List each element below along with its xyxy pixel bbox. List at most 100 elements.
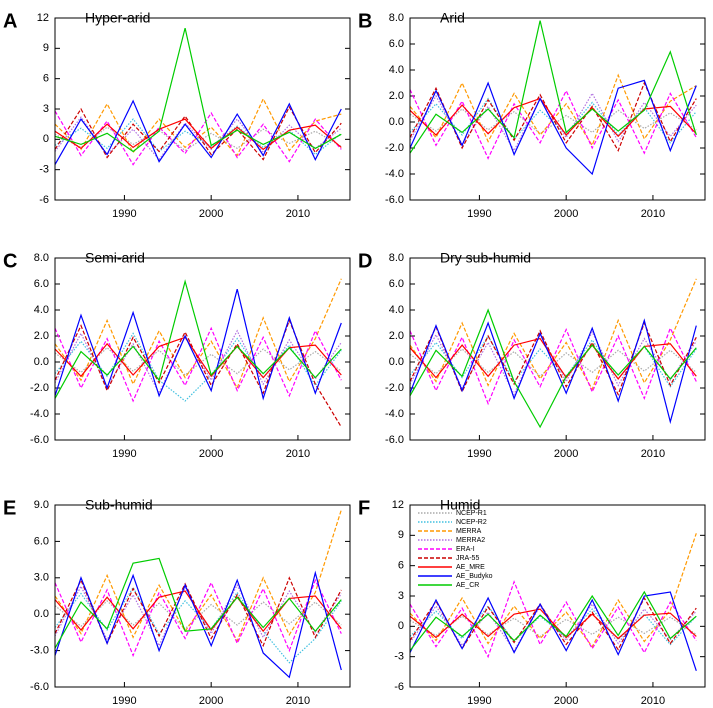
y-tick-label: -6 — [39, 194, 49, 206]
series-line — [409, 590, 697, 651]
x-tick-label: 2010 — [286, 695, 310, 707]
series-line — [54, 118, 342, 151]
series-line — [409, 337, 697, 380]
series-line — [54, 590, 342, 633]
y-tick-label: 8.0 — [389, 252, 404, 264]
series-line — [409, 318, 697, 425]
legend-label: AE_CR — [456, 582, 479, 589]
x-tick-label: 1990 — [112, 208, 136, 220]
legend-label: NCEP-R2 — [456, 519, 487, 526]
x-tick-label: 2000 — [554, 208, 578, 220]
y-tick-label: 9.0 — [34, 499, 49, 511]
y-tick-label: 0.0 — [389, 356, 404, 368]
x-tick-label: 1990 — [112, 448, 136, 460]
x-tick-label: 1990 — [112, 695, 136, 707]
y-tick-label: -6 — [394, 681, 404, 693]
y-tick-label: -4.0 — [30, 408, 49, 420]
y-tick-label: -6.0 — [30, 434, 49, 446]
panel: D Dry sub-humid-6.0-4.0-2.00.02.04.06.08.… — [358, 250, 706, 460]
panel: C Semi-arid-6.0-4.0-2.00.02.04.06.08.0199… — [3, 250, 351, 460]
series-line — [54, 97, 342, 157]
y-tick-label: 0 — [398, 620, 404, 632]
y-tick-label: 8.0 — [389, 12, 404, 24]
y-tick-label: 8.0 — [34, 252, 49, 264]
x-tick-label: 1990 — [467, 448, 491, 460]
series-line — [54, 278, 342, 390]
legend-label: ERA-I — [456, 546, 475, 553]
series-line — [54, 329, 342, 395]
series-line — [54, 509, 342, 643]
legend-label: NCEP-R1 — [456, 510, 487, 517]
series-line — [54, 118, 342, 156]
series-line — [54, 289, 342, 401]
series-line — [409, 533, 697, 648]
y-tick-label: 0.0 — [34, 356, 49, 368]
x-tick-label: 2010 — [286, 208, 310, 220]
y-tick-label: 4.0 — [389, 64, 404, 76]
series-line — [409, 608, 697, 640]
series-line — [54, 576, 342, 648]
y-tick-label: -4.0 — [385, 408, 404, 420]
x-tick-label: 2000 — [199, 695, 223, 707]
panel-letter: B — [358, 10, 372, 32]
y-tick-label: 6.0 — [389, 278, 404, 290]
series-line — [409, 79, 697, 176]
y-tick-label: 9 — [43, 42, 49, 54]
x-tick-label: 2010 — [641, 695, 665, 707]
series-line — [409, 278, 697, 391]
legend-label: AE_MRE — [456, 564, 485, 571]
x-tick-label: 2010 — [641, 208, 665, 220]
x-tick-label: 1990 — [467, 208, 491, 220]
series-line — [409, 591, 697, 671]
y-tick-label: -6.0 — [30, 681, 49, 693]
y-tick-label: 0.0 — [389, 116, 404, 128]
panel-letter: E — [3, 497, 16, 519]
y-tick-label: 0 — [43, 133, 49, 145]
y-tick-label: 6 — [43, 73, 49, 85]
y-tick-label: 3 — [398, 590, 404, 602]
legend-label: AE_Budyko — [456, 573, 493, 580]
plot-frame — [409, 504, 706, 688]
series-line — [54, 570, 342, 679]
x-tick-label: 2000 — [554, 695, 578, 707]
series-line — [409, 108, 697, 135]
panel-letter: F — [358, 497, 370, 519]
series-line — [54, 27, 342, 153]
y-tick-label: 2.0 — [389, 90, 404, 102]
y-tick-label: 3.0 — [34, 572, 49, 584]
x-tick-label: 2000 — [199, 448, 223, 460]
series-line — [54, 279, 342, 399]
series-line — [409, 308, 697, 429]
y-tick-label: -3 — [39, 164, 49, 176]
panel-letter: A — [3, 10, 17, 32]
series-line — [409, 580, 697, 659]
y-tick-label: 12 — [392, 499, 404, 511]
legend-label: MERRA2 — [456, 537, 485, 544]
series-line — [54, 99, 342, 165]
y-tick-label: 2.0 — [34, 330, 49, 342]
series-line — [409, 97, 697, 138]
legend-label: JRA-55 — [456, 555, 479, 562]
y-tick-label: 6.0 — [389, 38, 404, 50]
panel-letter: C — [3, 250, 17, 272]
y-tick-label: -2.0 — [385, 142, 404, 154]
y-tick-label: -4.0 — [385, 168, 404, 180]
series-line — [54, 336, 342, 379]
y-tick-label: 3 — [43, 103, 49, 115]
series-line — [409, 20, 697, 154]
y-tick-label: 4.0 — [34, 304, 49, 316]
panel-letter: D — [358, 250, 372, 272]
series-line — [54, 126, 342, 152]
series-line — [409, 73, 697, 147]
y-tick-label: -2.0 — [30, 382, 49, 394]
series-line — [54, 557, 342, 649]
y-tick-label: 9 — [398, 529, 404, 541]
y-tick-label: 6.0 — [34, 535, 49, 547]
x-tick-label: 2010 — [286, 448, 310, 460]
x-tick-label: 2000 — [199, 208, 223, 220]
